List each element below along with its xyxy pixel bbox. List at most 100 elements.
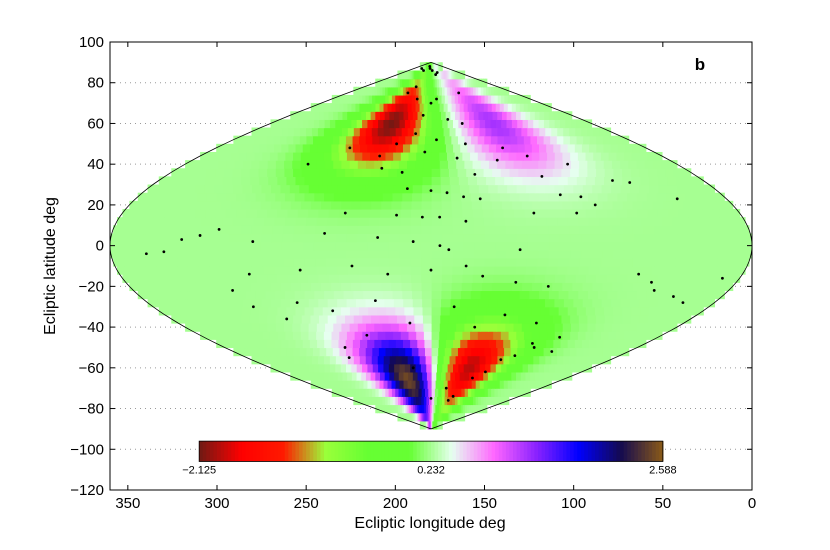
heatmap-cell [682,314,692,324]
heatmap-cell [503,135,511,145]
heatmap-cell [410,86,414,96]
source-point [525,154,529,158]
heatmap-cell [395,143,403,153]
heatmap-cell [303,257,316,267]
heatmap-cell [402,371,409,381]
heatmap-cell [184,274,196,283]
heatmap-cell [238,241,250,251]
heatmap-cell [509,339,518,349]
heatmap-cell [604,314,614,324]
heatmap-cell [499,380,504,389]
heatmap-cell [132,249,144,259]
heatmap-cell [469,151,478,161]
heatmap-cell [507,380,512,389]
heatmap-cell [344,314,354,324]
colorbar-swatch [373,441,379,462]
heatmap-cell [277,331,286,340]
heatmap-cell [483,266,495,275]
heatmap-cell [331,176,341,186]
heatmap-cell [335,225,347,235]
heatmap-cell [263,266,275,275]
heatmap-cell [395,355,402,365]
heatmap-cell [487,94,492,104]
heatmap-cell [299,323,309,332]
heatmap-cell [376,396,380,406]
heatmap-cell [318,314,328,324]
heatmap-cell [245,208,257,218]
heatmap-cell [245,274,257,283]
heatmap-cell [423,404,427,414]
heatmap-cell [326,217,338,226]
heatmap-cell [667,184,678,194]
heatmap-cell [444,347,452,357]
x-tick-label: 200 [383,495,408,512]
heatmap-cell [444,388,449,397]
heatmap-cell [292,168,302,177]
heatmap-cell [431,257,443,267]
heatmap-cell [424,135,432,145]
heatmap-cell [345,241,357,251]
heatmap-cell [523,135,531,145]
heatmap-cell [450,347,458,357]
heatmap-cell [227,241,239,251]
heatmap-cell [349,323,358,332]
heatmap-cell [427,388,432,397]
heatmap-cell [253,331,263,340]
heatmap-cell [461,412,463,422]
heatmap-cell [338,94,343,104]
heatmap-cell [586,355,594,365]
heatmap-cell [664,168,674,177]
heatmap-cell [459,380,464,389]
heatmap-cell [463,160,473,169]
heatmap-cell [287,274,298,283]
heatmap-cell [542,347,551,357]
heatmap-cell [266,347,274,357]
heatmap-cell [467,86,471,96]
heatmap-cell [580,363,587,373]
heatmap-cell [275,168,285,177]
heatmap-cell [402,396,406,406]
heatmap-cell [702,282,714,292]
heatmap-cell [345,298,357,308]
heatmap-cell [511,103,516,112]
heatmap-cell [495,241,507,251]
heatmap-cell [544,184,555,194]
heatmap-cell [449,86,453,96]
source-point [452,305,456,309]
heatmap-cell [279,184,290,194]
heatmap-cell [286,135,294,145]
heatmap-cell [377,249,389,259]
heatmap-cell [173,274,185,283]
heatmap-cell [313,371,320,381]
heatmap-cell [586,363,593,373]
heatmap-cell [727,257,739,267]
heatmap-cell [729,249,742,259]
heatmap-cell [275,127,283,137]
source-point [408,321,412,325]
heatmap-cell [600,151,609,161]
heatmap-cell [488,339,497,349]
heatmap-cell [436,396,440,406]
heatmap-cell [420,363,427,373]
heatmap-cell [433,412,435,422]
heatmap-cell [440,371,446,381]
heatmap-cell [638,298,649,308]
heatmap-cell [327,298,338,308]
heatmap-cell [588,339,597,349]
heatmap-cell [294,111,301,120]
heatmap-cell [252,143,260,153]
heatmap-cell [410,274,422,283]
heatmap-cell [392,151,401,161]
heatmap-cell [635,323,645,332]
source-point [445,191,449,195]
source-point [534,321,538,325]
colorbar-swatch [249,441,254,462]
heatmap-cell [470,404,473,414]
heatmap-cell [704,290,716,300]
heatmap-cell [636,192,647,202]
heatmap-cell [450,412,452,422]
heatmap-cell [441,274,453,283]
heatmap-cell [398,119,405,129]
heatmap-cell [384,94,389,104]
colorbar-swatch [324,441,329,462]
